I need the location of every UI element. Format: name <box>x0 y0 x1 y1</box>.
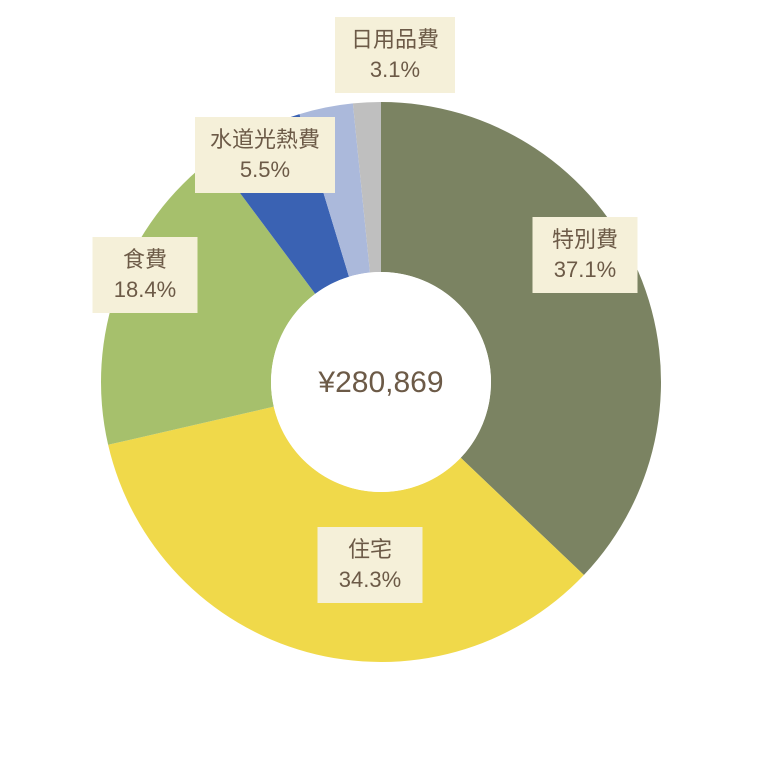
label-percent: 18.4% <box>114 277 176 302</box>
label-percent: 5.5% <box>240 157 290 182</box>
label-2: 食費 18.4% <box>93 237 198 313</box>
label-name: 日用品費 <box>351 27 439 52</box>
label-name: 食費 <box>123 247 167 272</box>
chart-svg: ¥280,869 特別費 37.1% 住宅 34.3% 食費 18.4% 水道光熱費 5.5% 日… <box>0 0 763 764</box>
label-name: 特別費 <box>552 227 618 252</box>
label-0: 特別費 37.1% <box>533 217 638 293</box>
label-1: 住宅 34.3% <box>318 527 423 603</box>
label-percent: 34.3% <box>339 567 401 592</box>
label-3: 水道光熱費 5.5% <box>195 117 335 193</box>
label-name: 水道光熱費 <box>210 127 320 152</box>
label-name: 住宅 <box>348 537 392 562</box>
label-percent: 3.1% <box>370 57 420 82</box>
center-total: ¥280,869 <box>317 366 443 399</box>
donut-chart: ¥280,869 特別費 37.1% 住宅 34.3% 食費 18.4% 水道光熱費 5.5% 日… <box>0 0 763 764</box>
label-percent: 37.1% <box>554 257 616 282</box>
label-4: 日用品費 3.1% <box>335 17 455 93</box>
